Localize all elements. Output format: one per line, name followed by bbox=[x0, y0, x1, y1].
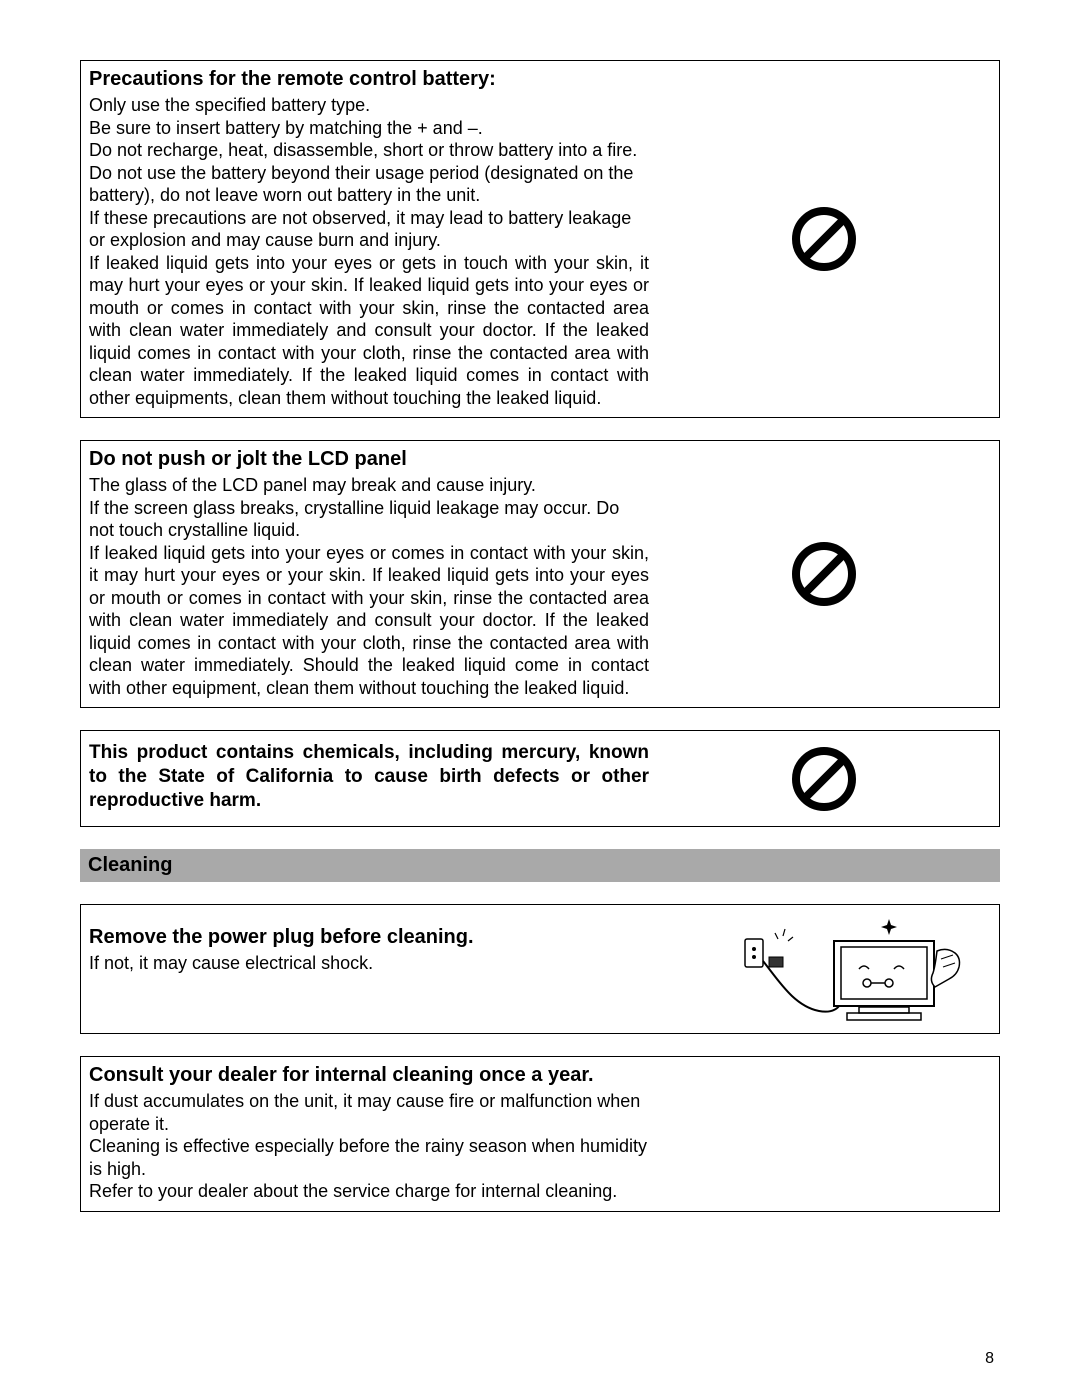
unplug-l1: If not, it may cause electrical shock. bbox=[89, 952, 649, 975]
cleaning-banner: Cleaning bbox=[80, 849, 1000, 882]
page-number: 8 bbox=[985, 1349, 994, 1369]
section-unplug: Remove the power plug before cleaning. I… bbox=[80, 904, 1000, 1034]
unplug-illustration bbox=[739, 911, 969, 1031]
dealer-l3: Refer to your dealer about the service c… bbox=[89, 1180, 649, 1203]
dealer-l1: If dust accumulates on the unit, it may … bbox=[89, 1090, 649, 1135]
section-lcd-title: Do not push or jolt the LCD panel bbox=[89, 447, 991, 472]
california-text: This product contains chemicals, includi… bbox=[89, 741, 649, 812]
prohibit-icon bbox=[789, 744, 859, 814]
battery-l6: If leaked liquid gets into your eyes or … bbox=[89, 252, 649, 410]
prohibit-icon bbox=[789, 204, 859, 274]
lcd-l3: If leaked liquid gets into your eyes or … bbox=[89, 542, 649, 700]
battery-l4: Do not use the battery beyond their usag… bbox=[89, 162, 649, 207]
battery-l2: Be sure to insert battery by matching th… bbox=[89, 117, 649, 140]
section-battery: Precautions for the remote control batte… bbox=[80, 60, 1000, 418]
section-dealer-title: Consult your dealer for internal cleanin… bbox=[89, 1063, 991, 1088]
dealer-l2: Cleaning is effective especially before … bbox=[89, 1135, 649, 1180]
battery-l1: Only use the specified battery type. bbox=[89, 94, 649, 117]
section-lcd: Do not push or jolt the LCD panel The gl… bbox=[80, 440, 1000, 708]
section-battery-title: Precautions for the remote control batte… bbox=[89, 67, 991, 92]
prohibit-icon bbox=[789, 539, 859, 609]
section-california: This product contains chemicals, includi… bbox=[80, 730, 1000, 827]
lcd-l1: The glass of the LCD panel may break and… bbox=[89, 474, 649, 497]
section-dealer: Consult your dealer for internal cleanin… bbox=[80, 1056, 1000, 1212]
lcd-l2: If the screen glass breaks, crystalline … bbox=[89, 497, 649, 542]
battery-l3: Do not recharge, heat, disassemble, shor… bbox=[89, 139, 649, 162]
battery-l5: If these precautions are not observed, i… bbox=[89, 207, 649, 252]
